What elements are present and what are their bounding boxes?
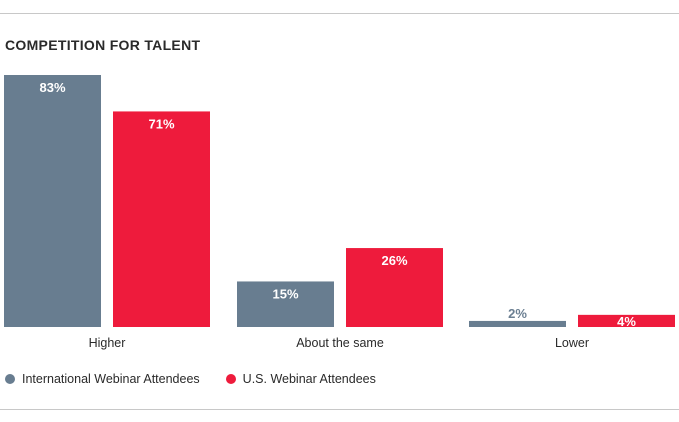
bar-value-label-about-the-same-us: 26% <box>381 253 407 268</box>
legend-item-us: U.S. Webinar Attendees <box>225 372 376 386</box>
bar-lower-us <box>578 314 675 327</box>
bar-value-label-higher-us: 71% <box>148 116 174 131</box>
bar-value-label-lower-international: 2% <box>508 306 527 321</box>
top-divider <box>0 13 679 14</box>
category-label-higher: Higher <box>89 336 126 350</box>
bar-value-label-lower-us: 4% <box>617 314 636 329</box>
legend-swatch-us <box>225 374 236 384</box>
legend-label-us: U.S. Webinar Attendees <box>242 372 376 386</box>
bar-value-label-higher-international: 83% <box>39 80 65 95</box>
bar-about-the-same-us <box>346 248 443 327</box>
bar-about-the-same-international <box>237 281 334 327</box>
chart-legend: International Webinar Attendees U.S. Web… <box>5 372 376 386</box>
bar-higher-us <box>113 111 210 327</box>
bar-lower-international <box>469 320 566 327</box>
bottom-divider <box>0 409 679 410</box>
bar-value-label-about-the-same-international: 15% <box>272 286 298 301</box>
bar-higher-international <box>4 75 101 327</box>
chart-title: COMPETITION FOR TALENT <box>5 37 201 53</box>
legend-item-international: International Webinar Attendees <box>5 372 200 386</box>
legend-swatch-international <box>5 374 15 384</box>
category-label-about-the-same: About the same <box>296 336 384 350</box>
legend-label-international: International Webinar Attendees <box>22 372 200 386</box>
category-label-lower: Lower <box>555 336 589 350</box>
